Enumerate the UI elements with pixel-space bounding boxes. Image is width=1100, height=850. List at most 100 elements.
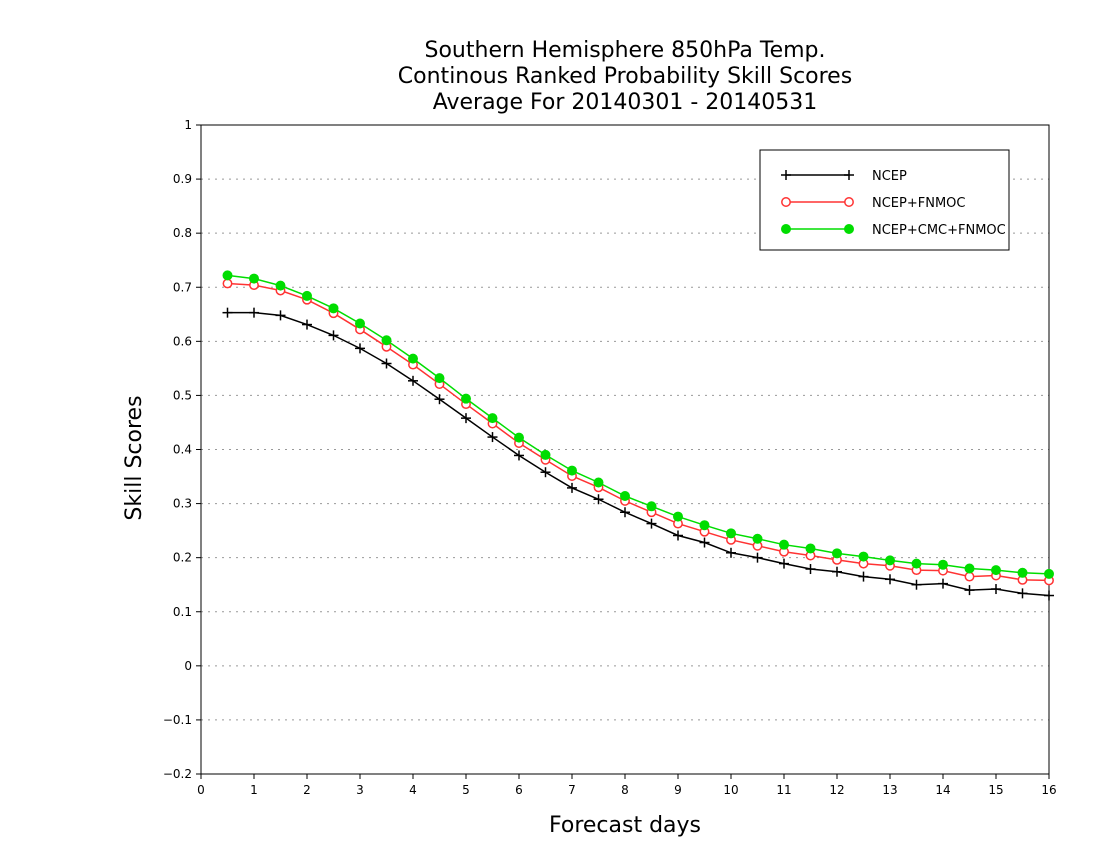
series-line-ncep-cmc-fnmoc: [227, 274, 1050, 575]
data-point-ncep: [540, 467, 551, 478]
data-point-ncep: [1017, 588, 1028, 599]
legend-label: NCEP+FNMOC: [872, 196, 965, 211]
data-point-ncep: [1044, 590, 1054, 601]
legend-marker: [844, 170, 854, 180]
x-tick-label: 8: [621, 783, 629, 797]
legend-label: NCEP: [872, 169, 907, 184]
y-tick-label: 0.4: [173, 443, 192, 457]
y-axis-label: Skill Scores: [122, 395, 147, 520]
y-tick-label: −0.1: [163, 713, 192, 727]
data-point-ncep-cmc-fnmoc: [1044, 568, 1054, 579]
data-point-ncep-cmc-fnmoc: [328, 303, 339, 314]
x-tick-label: 6: [515, 783, 523, 797]
data-point-ncep-cmc-fnmoc: [487, 413, 498, 424]
data-point-ncep-cmc-fnmoc: [699, 520, 710, 531]
y-tick-label: 1: [184, 118, 192, 132]
x-tick-label: 1: [250, 783, 258, 797]
data-point-ncep-cmc-fnmoc: [275, 280, 286, 291]
data-point-ncep: [275, 310, 286, 321]
y-tick-label: 0.7: [173, 280, 192, 294]
y-tick-label: 0: [184, 659, 192, 673]
data-point-ncep-cmc-fnmoc: [1017, 567, 1028, 578]
data-point-ncep-cmc-fnmoc: [434, 373, 445, 384]
data-point-ncep: [779, 558, 789, 569]
data-point-ncep-cmc-fnmoc: [620, 491, 630, 502]
data-point-ncep: [752, 552, 763, 563]
x-tick-label: 4: [409, 783, 417, 797]
chart-title-line-3: Average For 20140301 - 20140531: [433, 90, 818, 115]
data-point-ncep: [302, 319, 312, 330]
data-point-ncep: [699, 537, 710, 548]
data-point-ncep-fnmoc: [964, 571, 975, 582]
data-point-ncep: [911, 579, 922, 590]
data-point-ncep: [567, 482, 577, 493]
data-point-ncep-cmc-fnmoc: [381, 335, 392, 346]
x-tick-label: 10: [723, 783, 738, 797]
chart-title-line-1: Southern Hemisphere 850hPa Temp.: [425, 38, 826, 63]
legend-marker: [781, 224, 791, 234]
data-point-ncep-cmc-fnmoc: [222, 270, 233, 281]
legend-box: [759, 149, 1010, 251]
chart-title: Southern Hemisphere 850hPa Temp. Contino…: [398, 38, 852, 115]
data-point-ncep-cmc-fnmoc: [779, 539, 789, 550]
data-point-ncep: [355, 343, 365, 354]
legend-entry-ncep-cmc-fnmoc: NCEP+CMC+FNMOC: [781, 223, 1006, 238]
x-tick-label: 3: [356, 783, 364, 797]
data-point-ncep-cmc-fnmoc: [646, 501, 657, 512]
series-ncep-cmc-fnmoc: [222, 270, 1054, 579]
data-point-ncep: [328, 330, 339, 341]
legend-marker: [844, 224, 854, 234]
data-point-ncep-cmc-fnmoc: [249, 273, 259, 284]
data-point-ncep-cmc-fnmoc: [593, 477, 604, 488]
x-tick-label: 7: [568, 783, 576, 797]
y-tick-label: 0.2: [173, 551, 192, 565]
data-point-ncep: [222, 307, 233, 318]
data-point-ncep: [964, 585, 975, 596]
axis-ticks: −0.2−0.100.10.20.30.40.50.60.70.80.910 1 2…: [163, 118, 1057, 797]
data-point-ncep-cmc-fnmoc: [355, 318, 365, 329]
data-point-ncep-cmc-fnmoc: [964, 563, 975, 574]
data-point-ncep: [514, 450, 524, 461]
y-tick-label: 0.5: [173, 388, 192, 402]
legend-entry-ncep: NCEP: [781, 169, 907, 184]
data-point-ncep: [593, 494, 604, 505]
data-point-ncep-cmc-fnmoc: [673, 511, 683, 522]
data-point-ncep: [858, 571, 869, 582]
y-tick-label: 0.3: [173, 497, 192, 511]
data-point-ncep-fnmoc: [222, 278, 233, 289]
data-point-ncep: [249, 307, 259, 318]
y-tick-label: 0.9: [173, 172, 192, 186]
data-point-ncep: [646, 518, 657, 529]
legend-label: NCEP+CMC+FNMOC: [872, 223, 1006, 238]
data-point-ncep: [620, 507, 630, 518]
y-tick-label: 0.8: [173, 226, 192, 240]
data-point-ncep: [434, 394, 445, 405]
y-tick-label: −0.2: [163, 767, 192, 781]
data-point-ncep-cmc-fnmoc: [752, 533, 763, 544]
data-point-ncep: [461, 413, 471, 424]
data-point-ncep: [408, 375, 418, 386]
x-tick-label: 0: [197, 783, 205, 797]
data-point-ncep: [673, 530, 683, 541]
data-point-ncep-cmc-fnmoc: [408, 353, 418, 364]
data-point-ncep-cmc-fnmoc: [858, 551, 869, 562]
data-point-ncep: [805, 564, 816, 575]
legend-entry-ncep-fnmoc: NCEP+FNMOC: [781, 196, 965, 211]
data-point-ncep-cmc-fnmoc: [540, 449, 551, 460]
legend-marker: [781, 170, 791, 180]
data-point-ncep-cmc-fnmoc: [514, 432, 524, 443]
data-point-ncep: [487, 432, 498, 443]
data-point-ncep: [726, 547, 736, 558]
data-point-ncep: [381, 358, 392, 369]
x-tick-label: 9: [674, 783, 682, 797]
series-line-ncep: [227, 311, 1050, 597]
data-point-ncep-cmc-fnmoc: [805, 543, 816, 554]
x-tick-label: 13: [882, 783, 897, 797]
grid-lines: [201, 178, 1049, 721]
data-point-ncep: [885, 574, 895, 585]
data-point-ncep-cmc-fnmoc: [885, 555, 895, 566]
x-tick-label: 11: [776, 783, 791, 797]
series-line-ncep-fnmoc: [227, 282, 1050, 582]
legend-marker: [781, 197, 791, 207]
